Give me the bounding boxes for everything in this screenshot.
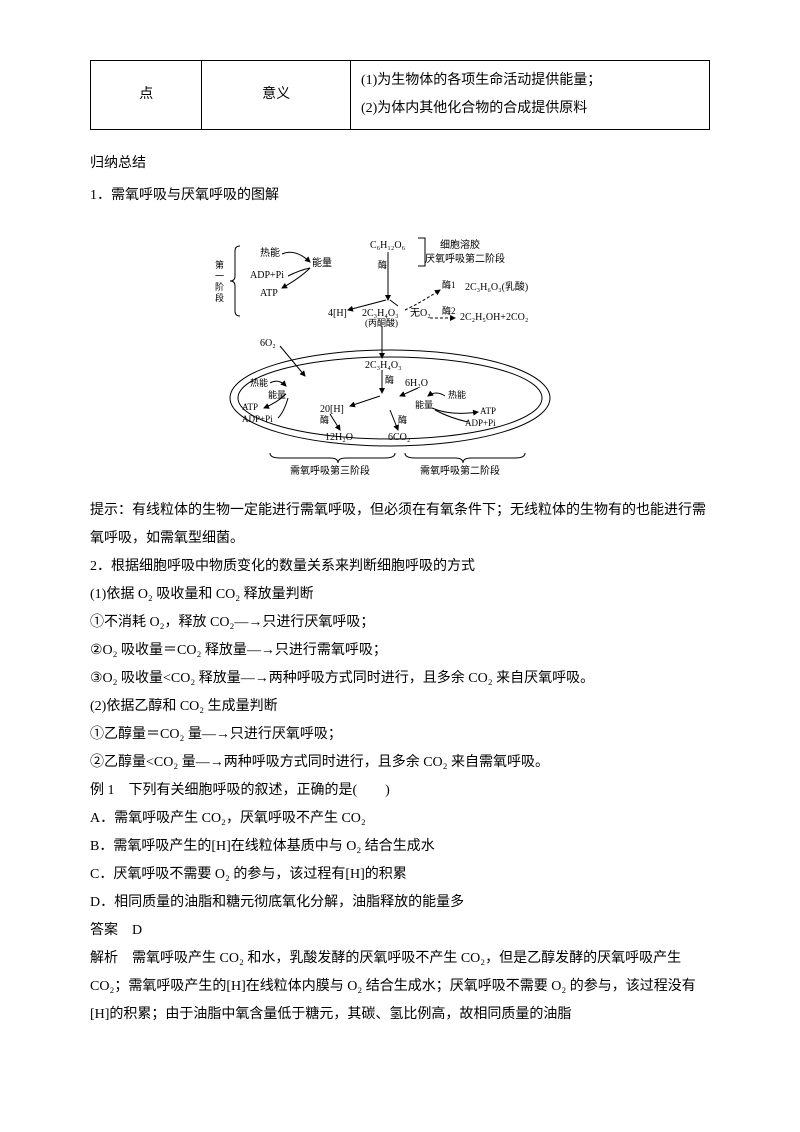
cytosol: 细胞溶胶: [440, 238, 480, 251]
energy1: 能量: [312, 256, 332, 269]
pyruvate2: 2C₃H₄O₃: [365, 360, 402, 371]
aerobic-stage3: 需氧呼吸第三阶段: [290, 464, 370, 477]
co2-6: 6CO₂: [388, 432, 410, 443]
item1-title: 1．需氧呼吸与厌氧呼吸的图解: [90, 182, 710, 210]
adp-pi1: ADP+Pi: [250, 270, 284, 281]
answer: 答案 D: [90, 917, 710, 945]
analysis: 解析 需氧呼吸产生 CO₂ 和水，乳酸发酵的厌氧呼吸不产生 CO₂，但是乙醇发酵…: [90, 945, 710, 1029]
sub2-1: ①乙醇量＝CO₂ 量―→只进行厌氧呼吸；: [90, 721, 710, 749]
enzyme2: 酶2: [442, 305, 456, 316]
respiration-diagram: .t{font-family:SimSun,serif;font-size:10…: [90, 218, 710, 489]
o2-6: 6O₂: [260, 338, 276, 349]
enzyme-m3: 酶: [398, 414, 407, 425]
option-c: C．厌氧呼吸不需要 O₂ 的参与，该过程有[H]的积累: [90, 861, 710, 889]
stage-label: 第一阶段: [215, 259, 224, 303]
right-line-1: (1)为生物体的各项生命活动提供能量；: [361, 67, 699, 95]
adp-pi3: ADP+Pi: [465, 418, 496, 428]
no-o2: 无O₂: [410, 308, 431, 319]
table-cell-left: 点: [91, 61, 202, 130]
energy3: 能量: [415, 399, 433, 410]
example-title: 例 1 下列有关细胞呼吸的叙述，正确的是( ): [90, 777, 710, 805]
enzyme-m1: 酶: [385, 374, 394, 385]
heat1: 热能: [260, 246, 280, 259]
hint-text: 提示：有线粒体的生物一定能进行需氧呼吸，但必须在有氧条件下；无线粒体的生物有的也…: [90, 497, 710, 553]
energy2: 能量: [268, 389, 286, 400]
h2o12: 12H₂O: [325, 432, 353, 443]
sub1-1: ①不消耗 O₂，释放 CO₂―→只进行厌氧呼吸；: [90, 609, 710, 637]
option-b: B．需氧呼吸产生的[H]在线粒体基质中与 O₂ 结合生成水: [90, 833, 710, 861]
sub2-2: ②乙醇量<CO₂ 量―→两种呼吸方式同时进行，且多余 CO₂ 来自需氧呼吸。: [90, 749, 710, 777]
summary-heading: 归纳总结: [90, 150, 710, 178]
glucose: C₆H₁₂O₆: [370, 240, 406, 251]
heat3: 热能: [448, 389, 466, 400]
enzyme-main: 酶: [378, 259, 387, 270]
sub1-title: (1)依据 O₂ 吸收量和 CO₂ 释放量判断: [90, 581, 710, 609]
enzyme-m2: 酶: [320, 414, 329, 425]
diagram-svg: .t{font-family:SimSun,serif;font-size:10…: [210, 218, 590, 478]
sub1-3: ③O₂ 吸收量<CO₂ 释放量―→两种呼吸方式同时进行，且多余 CO₂ 来自厌氧…: [90, 665, 710, 693]
enzyme1: 酶1: [442, 279, 456, 290]
atp2: ATP: [242, 402, 258, 412]
sub1-2: ②O₂ 吸收量＝CO₂ 释放量―→只进行需氧呼吸；: [90, 637, 710, 665]
option-a: A．需氧呼吸产生 CO₂，厌氧呼吸不产生 CO₂: [90, 805, 710, 833]
summary-table: 点 意义 (1)为生物体的各项生命活动提供能量； (2)为体内其他化合物的合成提…: [90, 60, 710, 130]
table-cell-right: (1)为生物体的各项生命活动提供能量； (2)为体内其他化合物的合成提供原料: [350, 61, 709, 130]
h20: 20[H]: [320, 404, 344, 415]
atp3: ATP: [480, 406, 496, 416]
sub2-title: (2)依据乙醇和 CO₂ 生成量判断: [90, 693, 710, 721]
adp-pi2: ADP+Pi: [242, 414, 273, 424]
atp1: ATP: [260, 288, 278, 299]
right-line-2: (2)为体内其他化合物的合成提供原料: [361, 95, 699, 123]
table-cell-mid: 意义: [202, 61, 351, 130]
option-d: D．相同质量的油脂和糖元彻底氧化分解，油脂释放的能量多: [90, 889, 710, 917]
item2-title: 2．根据细胞呼吸中物质变化的数量关系来判断细胞呼吸的方式: [90, 553, 710, 581]
h2o6: 6H₂O: [405, 378, 428, 389]
lactic: 2C₃H₆O₃(乳酸): [465, 280, 528, 293]
h4: 4[H]: [328, 308, 347, 319]
anaerobic-stage2: 厌氧呼吸第二阶段: [425, 252, 505, 265]
heat2: 热能: [250, 377, 268, 388]
ethanol: 2C₂H₅OH+2CO₂: [460, 312, 528, 323]
aerobic-stage2: 需氧呼吸第二阶段: [420, 464, 500, 477]
